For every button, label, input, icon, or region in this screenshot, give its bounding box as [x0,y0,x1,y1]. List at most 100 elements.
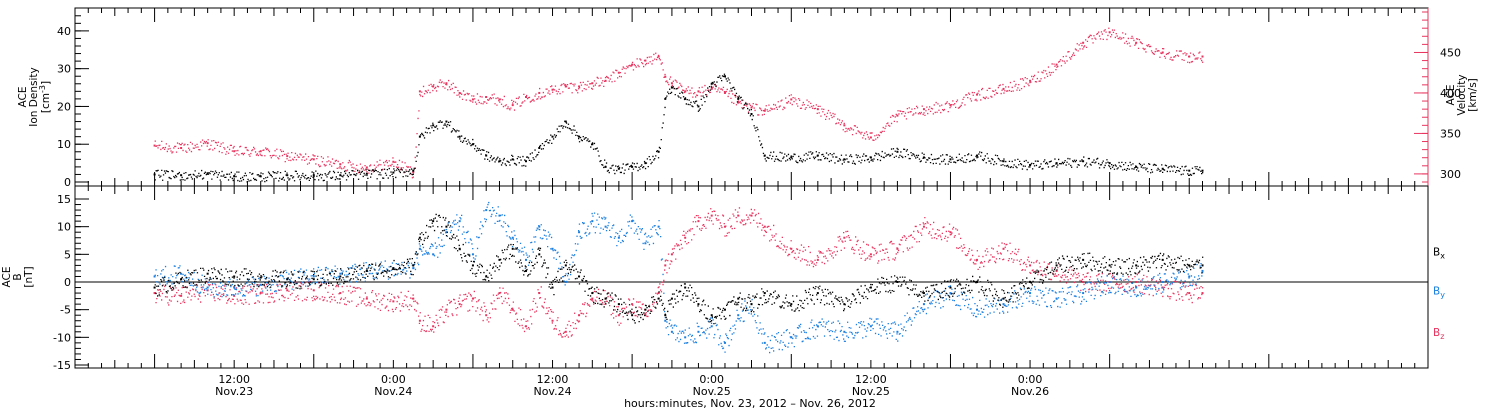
bx-series-point [564,264,567,267]
velocity-series-point [750,106,753,109]
by-series-point [949,292,952,295]
by-series-point [206,286,209,289]
bz-series-point [458,303,461,306]
bz-series-point [816,258,819,261]
bz-series-point [922,225,925,228]
by-series-point [657,225,660,228]
bx-series-point [1161,258,1164,261]
velocity-series-point [259,150,262,153]
ion-density-series-point [259,175,262,178]
bx-series-point [1201,264,1204,267]
bz-series-point [180,294,183,297]
axis-title-line: ACE [1,267,13,288]
by-series-point [259,283,262,286]
ion-density-series-point [339,174,342,177]
bx-series-point [644,308,647,311]
bx-series-point [551,286,554,289]
bx-series-point [657,297,660,300]
bx-series-point [790,303,793,306]
axis-title-line: Velocity [1456,74,1468,115]
ion-density-series-point [1029,164,1032,166]
by-series-point [233,286,236,289]
velocity-series-point [1135,41,1138,44]
by-series-point [843,330,846,333]
by-series-point [896,330,899,333]
bz-series-point [869,253,872,256]
bx-series-point [1082,258,1085,261]
bz-series-point [684,236,687,239]
ion-density-series-point [511,158,514,161]
bx-series-point [538,253,541,256]
by-series-point [710,325,713,328]
b-field-axis-title: ACEB[nT] [1,266,35,287]
axis-title-line: ACE [17,87,29,108]
bx-series-point [445,225,448,228]
bx-series-point [365,269,368,272]
ion-density-series-point [750,113,753,115]
bz-series-point [259,292,262,295]
velocity-series-point [843,124,846,127]
ion-density-series-point [286,174,289,177]
ion-density-series-point [763,154,766,157]
ion-density-axis-title: ACEIon Density[cm-3] [17,67,52,126]
ion-density-series-point [1002,160,1005,163]
by-series-point [498,214,501,217]
by-series-point [511,236,514,239]
by-series-point [591,220,594,223]
date-tick-label: Nov.24 [374,385,412,398]
bz-series-point [1055,269,1058,272]
velocity-series-point [670,82,673,85]
bz-series-point [664,264,667,267]
by-series-point [445,231,448,234]
by-series-point [684,336,687,339]
ion-density-series-point [485,154,488,157]
bx-series-point [578,275,581,278]
bx-series-point [697,303,700,306]
velocity-series-point [432,85,435,88]
bz-series-point [896,247,899,250]
bz-series-point [737,214,740,217]
by-series-point [617,236,620,239]
date-tick-label: Nov.26 [1011,385,1049,398]
y-tick-label: 350 [1440,127,1461,140]
bx-series-point [339,275,342,278]
velocity-series-point [564,85,567,88]
velocity-series-point [816,108,819,111]
legend-sub: z [1440,332,1444,341]
ion-density-series-point [604,165,607,168]
velocity-series-point [896,114,899,117]
by-series-point [312,275,315,278]
bz-series-point [631,303,634,306]
ion-density-series-point [949,158,952,161]
y-tick-label: -15 [53,359,71,372]
ion-density-series-point [445,120,448,123]
by-series-path [154,201,1204,354]
velocity-series-point [604,79,607,82]
bx-series-point [1108,264,1111,267]
velocity-series-point [365,166,368,169]
bz-series-point [564,330,567,333]
by-series-point [1055,297,1058,300]
by-series-point [471,253,474,256]
axis-title-unit: [cm [40,93,52,113]
legend-entry-bx: Bx [1433,247,1445,261]
velocity-series-point [498,98,501,101]
date-tick-label: Nov.23 [215,385,253,398]
bx-series-point [684,286,687,289]
velocity-series-point [617,71,620,74]
axis-title-line: Ion Density [28,67,40,126]
axis-title-line: [km/s] [1467,78,1479,112]
ion-density-series-point [538,147,541,149]
velocity-series-point [697,90,700,93]
bx-series-point [312,278,315,281]
by-series-point [525,258,527,261]
bz-series-point [763,225,766,228]
ion-density-series-point [976,154,978,157]
velocity-series-point [392,160,395,163]
by-series-point [412,267,415,270]
bz-series-point [1135,281,1138,283]
by-series-point [153,275,156,278]
velocity-series-point [1055,63,1058,66]
velocity-series-point [710,87,713,90]
y-tick-label: 300 [1440,168,1461,181]
